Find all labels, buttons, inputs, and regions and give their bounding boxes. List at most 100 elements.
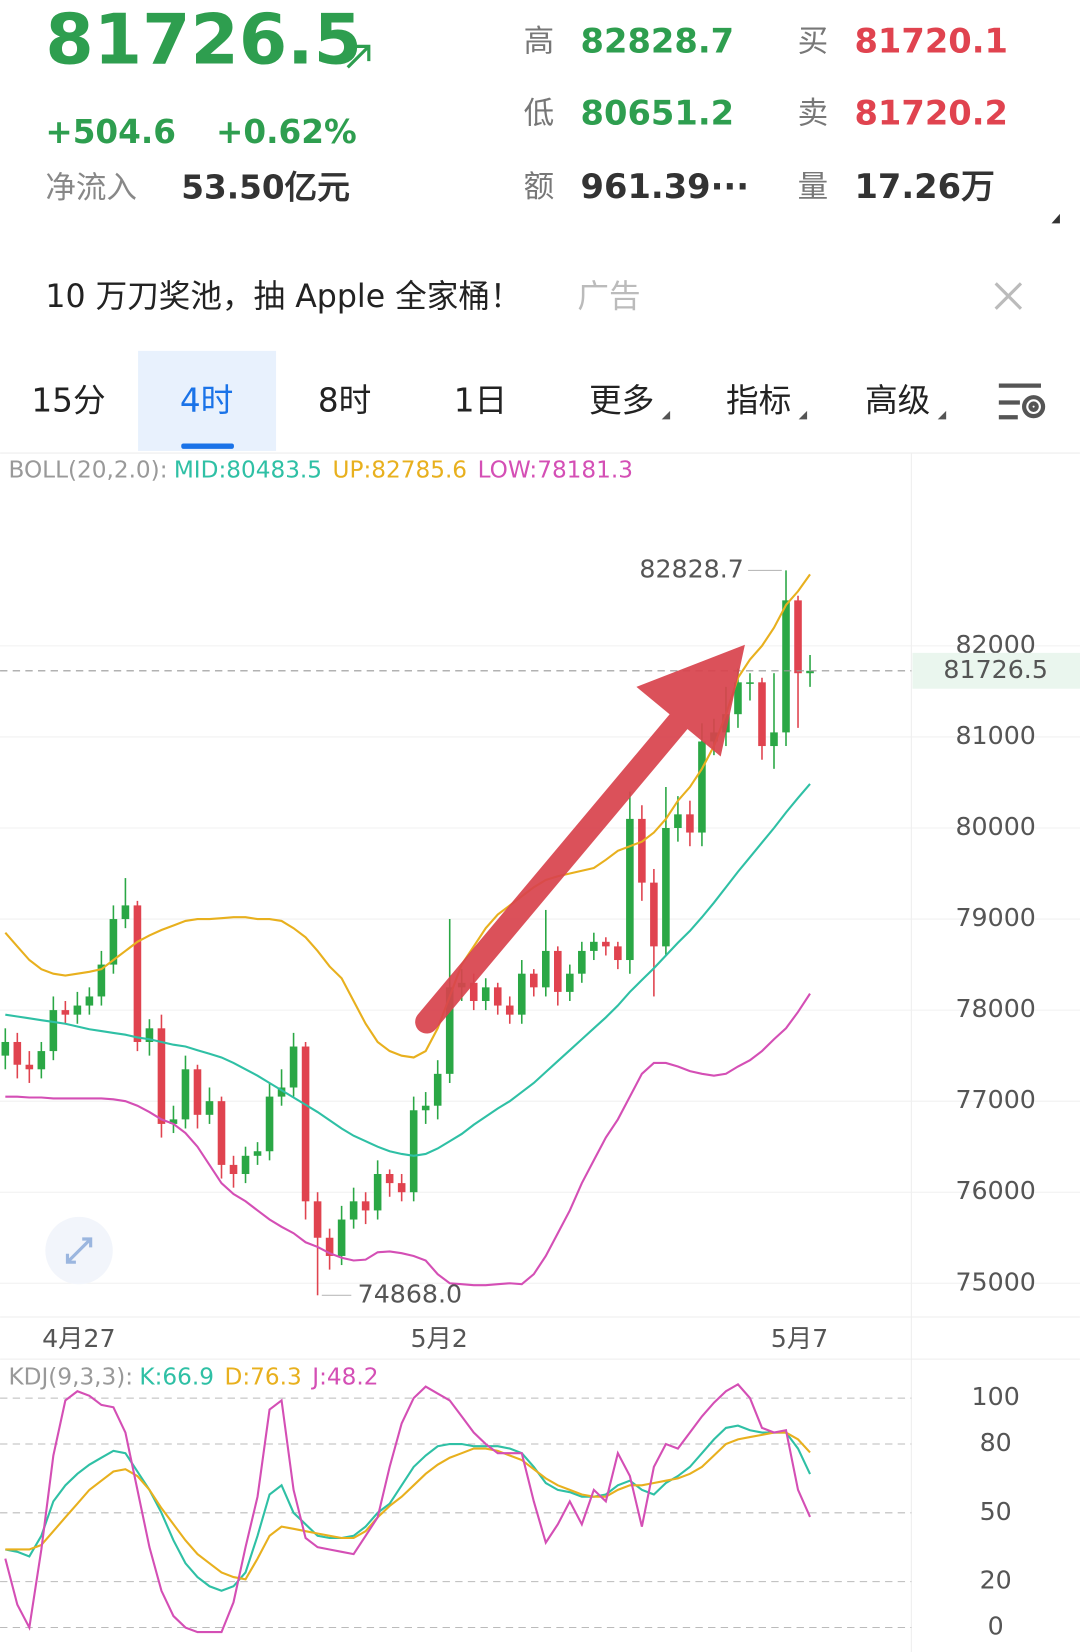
- stat-label: 量: [798, 170, 829, 205]
- candle-body: [746, 682, 754, 684]
- candle-body: [650, 882, 658, 947]
- tab-underline: [181, 443, 234, 449]
- change-pct: +0.62%: [216, 113, 357, 151]
- legend-entry: MID:80483.5: [174, 456, 322, 483]
- y-tick-label: 79000: [955, 903, 1035, 932]
- candle-body: [313, 1201, 322, 1238]
- candle-body: [373, 1174, 382, 1211]
- candle-body: [397, 1183, 406, 1193]
- candle-body: [181, 1069, 190, 1120]
- y-tick-label: 78000: [955, 994, 1035, 1023]
- stat-label: 买: [798, 25, 829, 60]
- ad-text[interactable]: 10 万刀奖池，抽 Apple 全家桶！: [45, 279, 521, 315]
- candle-body: [85, 996, 94, 1006]
- candle-body: [385, 1174, 394, 1184]
- stat-value: 81720.2: [854, 93, 1008, 132]
- candle-body: [686, 814, 694, 833]
- candle-body: [758, 682, 766, 747]
- y-tick-label: 0: [988, 1612, 1004, 1641]
- tab[interactable]: 8时: [318, 381, 371, 419]
- min-label: 74868.0: [358, 1279, 462, 1308]
- close-ad[interactable]: [994, 282, 1023, 310]
- candle-body: [73, 1005, 82, 1015]
- candle-body: [409, 1110, 418, 1193]
- candle-body: [626, 818, 634, 961]
- y-tick-label: 20: [980, 1566, 1012, 1595]
- stat-label: 额: [524, 170, 555, 205]
- fullscreen-button[interactable]: [45, 1216, 113, 1285]
- up-arrow-icon: [346, 44, 371, 69]
- x-tick-label: 5月7: [771, 1324, 828, 1353]
- stat-label: 高: [524, 25, 555, 60]
- y-tick-label: 77000: [955, 1085, 1035, 1114]
- candle-body: [217, 1101, 226, 1165]
- candle-body: [638, 818, 646, 883]
- indicator-line: [5, 993, 811, 1287]
- last-price-label: 81726.5: [943, 655, 1047, 684]
- candle-body: [241, 1155, 250, 1175]
- candle-body: [229, 1164, 238, 1175]
- indicator-line: [4, 1383, 811, 1634]
- candle-body: [25, 1064, 34, 1070]
- tab[interactable]: 4时: [180, 381, 233, 419]
- stats: 高 82828.7 低 80651.2 额 961.39··· 买 81720.1 卖 81720…: [524, 22, 1008, 206]
- candle-body: [469, 982, 478, 1002]
- y-tick-label: 100: [972, 1382, 1020, 1411]
- candle-body: [193, 1069, 202, 1115]
- x-tick-label: 4月27: [42, 1324, 116, 1353]
- tab[interactable]: 更多: [589, 381, 654, 419]
- candle-body: [49, 1010, 58, 1052]
- inflow: 53.50亿元: [181, 169, 350, 207]
- candle-body: [325, 1237, 334, 1256]
- candle-body: [662, 827, 670, 947]
- candle-body: [337, 1219, 346, 1256]
- candle-body: [517, 973, 526, 1015]
- plot: 7500076000770007800079000800008100082000…: [0, 456, 1080, 1641]
- indicator-line: [4, 573, 811, 1059]
- candle-body: [1, 1041, 10, 1056]
- stat-label: 卖: [798, 96, 829, 131]
- indicator-line: [5, 1424, 811, 1592]
- y-tick-label: 81000: [955, 721, 1035, 750]
- candle-body: [277, 1087, 286, 1097]
- stat-value: 81720.1: [854, 22, 1008, 61]
- candle-body: [542, 950, 550, 988]
- candle-body: [698, 741, 706, 833]
- candle-body: [145, 1028, 154, 1042]
- stat-value: 82828.7: [581, 22, 735, 61]
- candle-body: [734, 682, 742, 715]
- x-tick-label: 5月2: [410, 1324, 467, 1353]
- max-label: 82828.7: [639, 554, 743, 583]
- candle-body: [493, 987, 502, 1006]
- candle-body: [361, 1201, 370, 1211]
- stat-value: 17.26万: [854, 167, 994, 206]
- dropdown-triangle: [798, 410, 808, 420]
- candle-body: [602, 941, 610, 947]
- candle-body: [770, 732, 778, 747]
- legend-entry: J:48.2: [310, 1364, 378, 1391]
- legend-entry: LOW:78181.3: [478, 456, 633, 483]
- candle-body: [133, 905, 142, 1042]
- candle-body: [590, 941, 598, 951]
- legend-entry: D:76.3: [225, 1364, 302, 1391]
- tab[interactable]: 15分: [31, 381, 105, 419]
- candle-body: [674, 814, 682, 828]
- y-tick-label: 75000: [955, 1267, 1035, 1296]
- ad-tag: 广告: [577, 279, 640, 315]
- candle-body: [782, 600, 790, 733]
- stat-value: 961.39···: [581, 167, 749, 206]
- candle-body: [445, 987, 454, 1074]
- tab[interactable]: 高级: [865, 381, 930, 419]
- candle-body: [505, 1005, 514, 1015]
- candle-body: [794, 600, 802, 674]
- tab[interactable]: 指标: [726, 381, 791, 419]
- candle-body: [205, 1101, 214, 1115]
- candle-body: [421, 1105, 430, 1111]
- dropdown-triangle: [661, 410, 671, 420]
- tabs: 15分 4时 8时 1日 更多 指标 高级: [31, 350, 947, 451]
- candle-body: [481, 987, 490, 1002]
- tab-selected-bg: [138, 350, 277, 451]
- tab[interactable]: 1日: [454, 381, 507, 419]
- settings-icon[interactable]: [998, 383, 1046, 420]
